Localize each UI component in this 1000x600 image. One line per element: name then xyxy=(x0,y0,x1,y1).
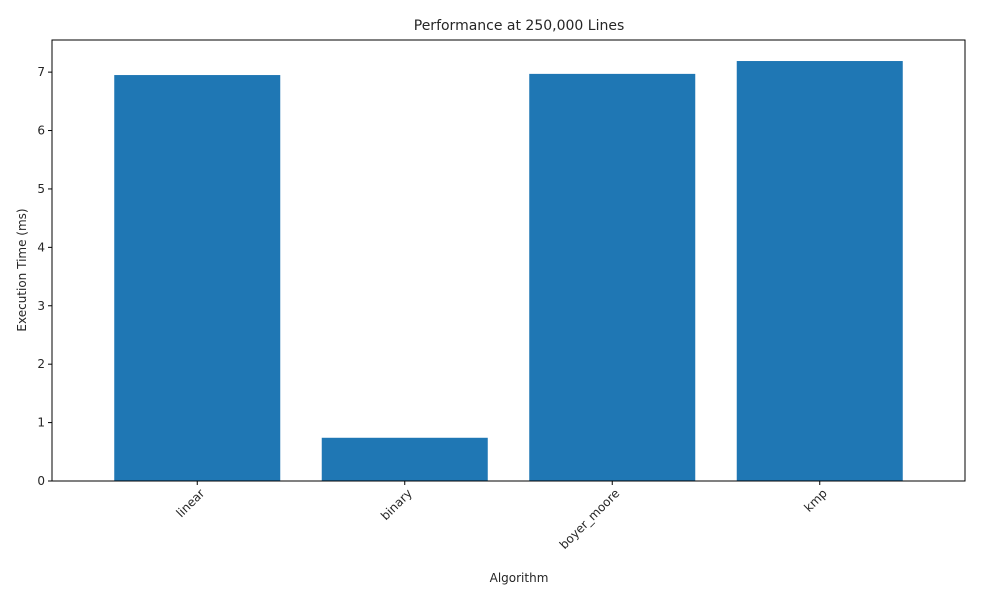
y-tick-label: 4 xyxy=(37,240,45,254)
x-tick-label: linear xyxy=(173,486,207,520)
x-tick-label: kmp xyxy=(801,486,829,514)
y-tick-label: 5 xyxy=(37,182,45,196)
x-tick-label: boyer_moore xyxy=(557,486,623,552)
y-axis-ticks: 0 1 2 3 4 5 6 7 xyxy=(37,65,52,488)
x-axis-label: Algorithm xyxy=(490,571,549,585)
bar-binary xyxy=(321,437,488,481)
bars-group xyxy=(114,61,903,482)
y-tick-label: 6 xyxy=(37,124,45,138)
y-tick-label: 2 xyxy=(37,357,45,371)
bar-boyer_moore xyxy=(529,73,696,481)
y-tick-label: 3 xyxy=(37,299,45,313)
bar-linear xyxy=(114,75,281,481)
y-axis-label: Execution Time (ms) xyxy=(15,208,29,331)
x-tick-label: binary xyxy=(378,486,415,523)
bar-kmp xyxy=(736,61,903,482)
x-axis-ticks: linear binary boyer_moore kmp xyxy=(173,481,830,552)
y-tick-label: 0 xyxy=(37,474,45,488)
chart-title: Performance at 250,000 Lines xyxy=(414,18,625,34)
y-tick-label: 7 xyxy=(37,65,45,79)
plot-frame xyxy=(51,39,966,482)
y-tick-label: 1 xyxy=(37,416,45,430)
